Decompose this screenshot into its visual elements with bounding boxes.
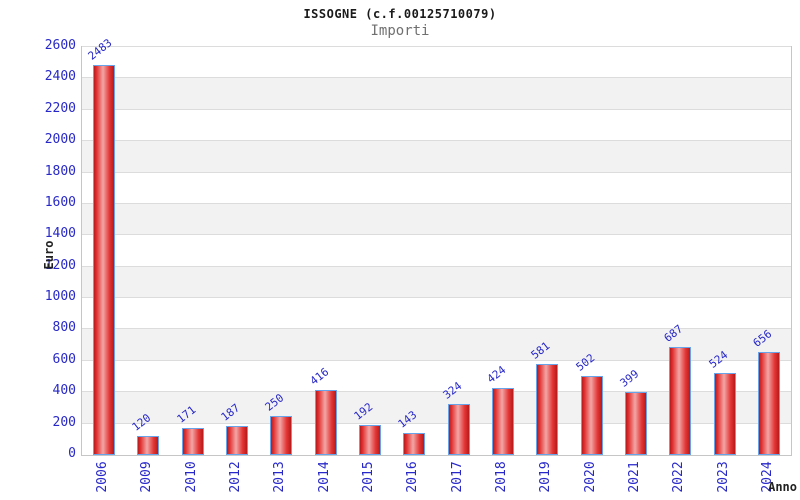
plot-band (82, 172, 791, 204)
y-tick-label: 1400 (44, 226, 76, 242)
y-tick-label: 600 (52, 351, 76, 367)
grid-line (82, 391, 791, 393)
bar-2006 (93, 65, 116, 455)
bar-2018 (491, 388, 514, 455)
grid-line (82, 422, 791, 424)
y-tick-label: 1200 (44, 257, 76, 273)
plot-band (82, 141, 791, 173)
x-tick-label: 2010 (183, 461, 199, 493)
y-tick-label: 1000 (44, 289, 76, 305)
y-tick-label: 2000 (44, 132, 76, 148)
grid-line (82, 265, 791, 267)
chart-title: ISSOGNE (c.f.00125710079) (303, 7, 497, 21)
bar-2017 (447, 404, 470, 455)
chart-subtitle: Importi (370, 23, 430, 39)
x-tick-label: 2019 (538, 461, 554, 493)
plot-band (82, 78, 791, 110)
grid-line (82, 46, 791, 47)
x-tick-label: 2012 (228, 461, 244, 493)
y-tick-label: 800 (52, 320, 76, 336)
plot-band (82, 298, 791, 330)
y-tick-label: 1800 (44, 163, 76, 179)
x-tick-label: 2014 (316, 461, 332, 493)
plot-band (82, 203, 791, 236)
y-tick-label: 400 (52, 383, 76, 399)
bar-2013 (270, 415, 293, 455)
x-tick-label: 2016 (405, 461, 421, 493)
x-tick-label: 2017 (449, 461, 465, 493)
plot-band (82, 266, 791, 299)
bar-2010 (181, 428, 204, 455)
y-tick-label: 1600 (44, 194, 76, 210)
plot-band (82, 109, 791, 142)
y-tick-label: 2200 (44, 100, 76, 116)
bar-2012 (226, 425, 249, 455)
bar-2023 (713, 372, 736, 455)
x-tick-label: 2006 (95, 461, 111, 493)
x-tick-label: 2009 (139, 461, 155, 493)
x-tick-label: 2023 (715, 461, 731, 493)
grid-line (82, 297, 791, 299)
grid-line (82, 234, 791, 236)
grid-line (82, 171, 791, 173)
bar-2014 (314, 389, 337, 455)
grid-line (82, 202, 791, 204)
grid-line (82, 328, 791, 330)
bar-2016 (403, 432, 426, 455)
plot-band (82, 235, 791, 267)
y-tick-label: 0 (68, 446, 76, 461)
bar-2009 (137, 436, 160, 455)
plot-area: 2483 120 171 187 250 416 192 143 324 424 581 502 399… (81, 37, 792, 456)
y-tick-label: 2600 (44, 38, 76, 53)
x-tick-label: 2013 (272, 461, 288, 493)
x-tick-label: 2021 (626, 461, 642, 493)
x-axis-label: Anno (768, 480, 797, 494)
bar-2020 (580, 376, 603, 455)
y-tick-label: 200 (52, 414, 76, 430)
plot-band (82, 47, 791, 79)
bar-2019 (536, 363, 559, 455)
x-tick-label: 2015 (361, 461, 377, 493)
grid-line (82, 140, 791, 142)
grid-line (82, 77, 791, 79)
grid-line (82, 108, 791, 110)
y-axis-label: Euro (42, 240, 56, 270)
x-tick-label: 2022 (671, 461, 687, 493)
bar-2022 (669, 347, 692, 455)
bar-2015 (359, 424, 382, 455)
x-tick-label: 2020 (582, 461, 598, 493)
bar-2021 (624, 392, 647, 455)
bar-2024 (757, 352, 780, 455)
y-tick-label: 2400 (44, 69, 76, 85)
grid-line (82, 359, 791, 361)
x-tick-label: 2018 (493, 461, 509, 493)
